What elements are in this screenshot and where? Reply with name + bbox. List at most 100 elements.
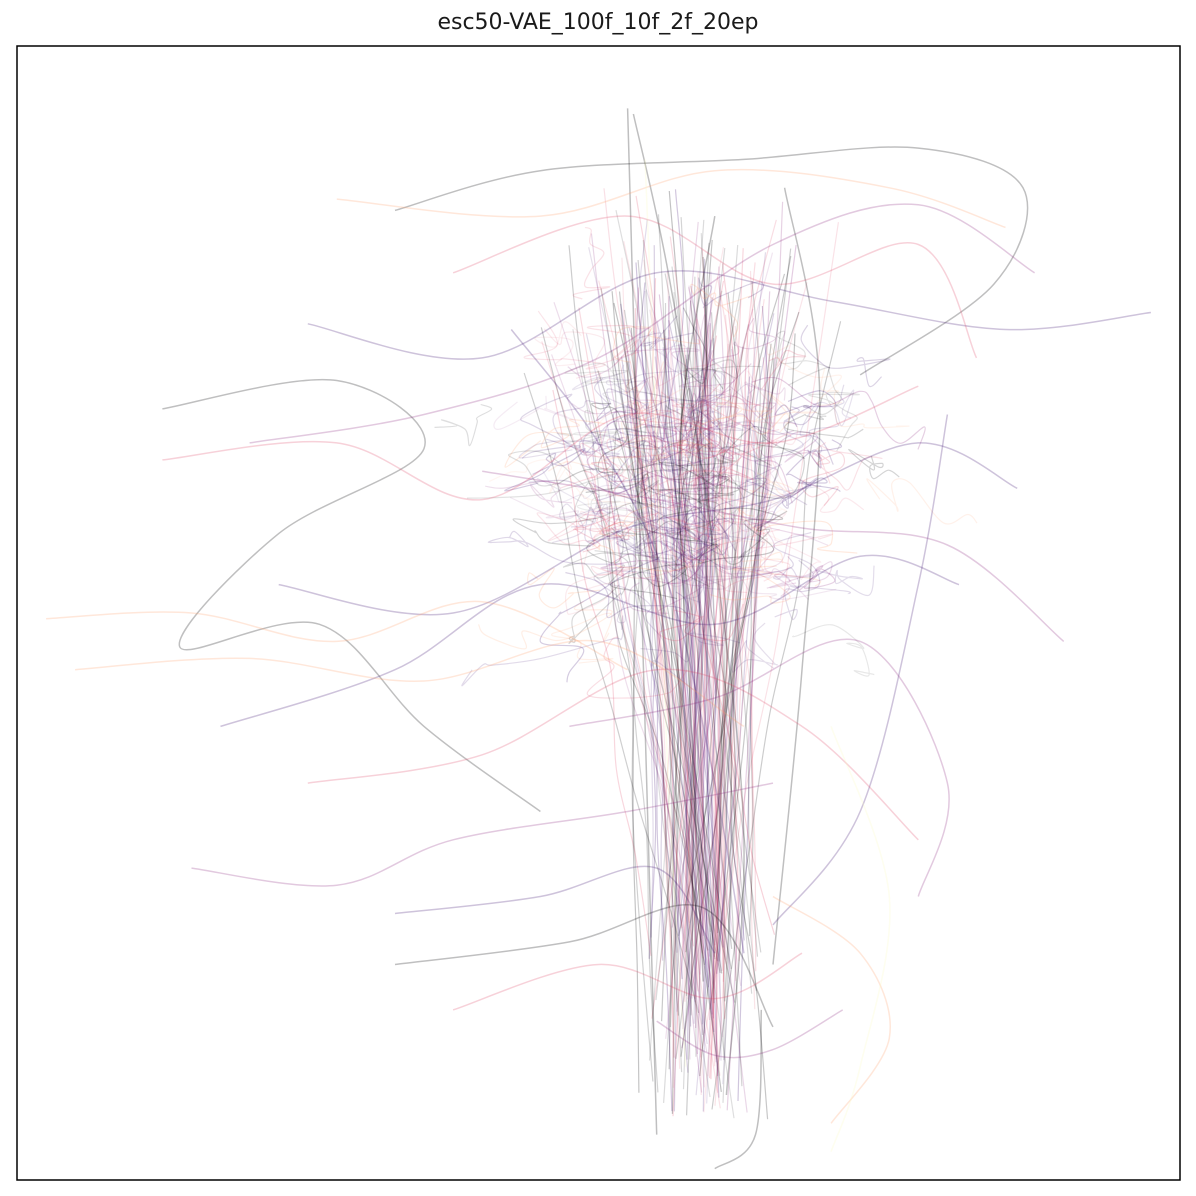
- texture-line: [629, 388, 701, 432]
- texture-line: [642, 443, 693, 477]
- texture-line: [866, 478, 978, 525]
- texture-line: [682, 290, 723, 1090]
- texture-line: [548, 421, 648, 472]
- trajectory-line: [644, 159, 687, 1067]
- trajectory-series-layer: [46, 108, 1151, 1170]
- trajectory-line: [656, 1009, 844, 1059]
- texture-line: [582, 408, 659, 455]
- texture-line: [487, 530, 624, 565]
- texture-line: [590, 233, 703, 1093]
- texture-line: [602, 435, 646, 505]
- texture-line: [602, 391, 694, 459]
- texture-line: [679, 412, 786, 474]
- texture-line: [560, 442, 670, 489]
- texture-line: [702, 258, 709, 1112]
- texture-line: [700, 323, 717, 1019]
- texture-line: [629, 430, 670, 488]
- texture-line: [570, 506, 612, 545]
- texture-line: [687, 282, 808, 1000]
- texture-line: [729, 381, 786, 404]
- texture-line: [699, 358, 775, 1077]
- texture-line: [673, 368, 713, 1112]
- texture-line: [562, 552, 631, 596]
- texture-line: [662, 347, 692, 1027]
- texture-line: [600, 551, 682, 572]
- texture-line: [658, 294, 719, 1077]
- texture-line: [710, 263, 737, 1080]
- trajectory-line: [626, 108, 658, 1135]
- texture-line: [685, 273, 786, 953]
- texture-line: [716, 286, 742, 961]
- texture-line: [528, 453, 650, 501]
- texture-line: [586, 324, 651, 366]
- texture-line: [665, 516, 721, 541]
- texture-line: [684, 510, 788, 565]
- texture-line: [572, 517, 630, 540]
- texture-line: [639, 468, 716, 502]
- texture-line: [688, 287, 724, 926]
- texture-line: [619, 542, 694, 582]
- texture-line: [552, 499, 613, 544]
- texture-line: [636, 219, 711, 957]
- texture-line: [726, 512, 822, 581]
- texture-line: [695, 252, 767, 1096]
- texture-line: [586, 520, 696, 564]
- texture-line: [647, 527, 697, 578]
- texture-line: [676, 545, 772, 587]
- texture-line: [680, 217, 743, 1087]
- texture-line: [584, 409, 661, 451]
- texture-line: [677, 518, 737, 563]
- trajectory-line: [307, 668, 919, 841]
- texture-line: [634, 468, 734, 498]
- trajectory-texture-layer: [434, 188, 978, 1120]
- texture-line: [568, 245, 736, 1003]
- texture-line: [546, 438, 653, 462]
- texture-line: [611, 291, 723, 974]
- texture-line: [697, 507, 784, 564]
- texture-line: [605, 364, 680, 421]
- texture-line: [648, 189, 685, 959]
- texture-line: [668, 239, 713, 1070]
- trajectory-line: [678, 215, 716, 982]
- texture-line: [694, 313, 724, 1038]
- texture-line: [709, 395, 749, 932]
- texture-line: [683, 416, 741, 453]
- texture-line: [658, 603, 744, 642]
- texture-line: [574, 470, 620, 553]
- texture-line: [551, 612, 614, 664]
- texture-line: [681, 383, 756, 444]
- texture-line: [726, 201, 784, 1111]
- texture-line: [568, 584, 622, 644]
- texture-line: [703, 247, 727, 970]
- texture-line: [647, 419, 725, 463]
- texture-line: [580, 436, 626, 491]
- texture-line: [665, 346, 734, 1039]
- texture-line: [644, 290, 659, 938]
- texture-line: [586, 636, 688, 699]
- texture-line: [596, 577, 694, 691]
- texture-line: [520, 393, 581, 459]
- trajectory-line: [191, 782, 774, 887]
- texture-line: [680, 252, 774, 924]
- texture-line: [523, 310, 642, 370]
- texture-line: [699, 512, 787, 537]
- texture-line: [706, 363, 724, 1104]
- texture-line: [783, 402, 834, 465]
- texture-line: [724, 537, 791, 594]
- texture-line: [715, 266, 735, 1063]
- trajectory-line: [510, 329, 745, 954]
- texture-line: [785, 439, 843, 487]
- texture-line: [686, 392, 737, 424]
- texture-line: [732, 622, 778, 673]
- texture-line: [610, 561, 688, 600]
- texture-line: [654, 356, 748, 1113]
- texture-line: [766, 342, 842, 406]
- texture-line: [643, 259, 693, 941]
- texture-line: [664, 507, 709, 568]
- texture-line: [591, 402, 628, 474]
- texture-line: [709, 317, 776, 380]
- texture-line: [620, 303, 715, 1032]
- texture-line: [661, 256, 708, 1022]
- texture-line: [714, 533, 829, 600]
